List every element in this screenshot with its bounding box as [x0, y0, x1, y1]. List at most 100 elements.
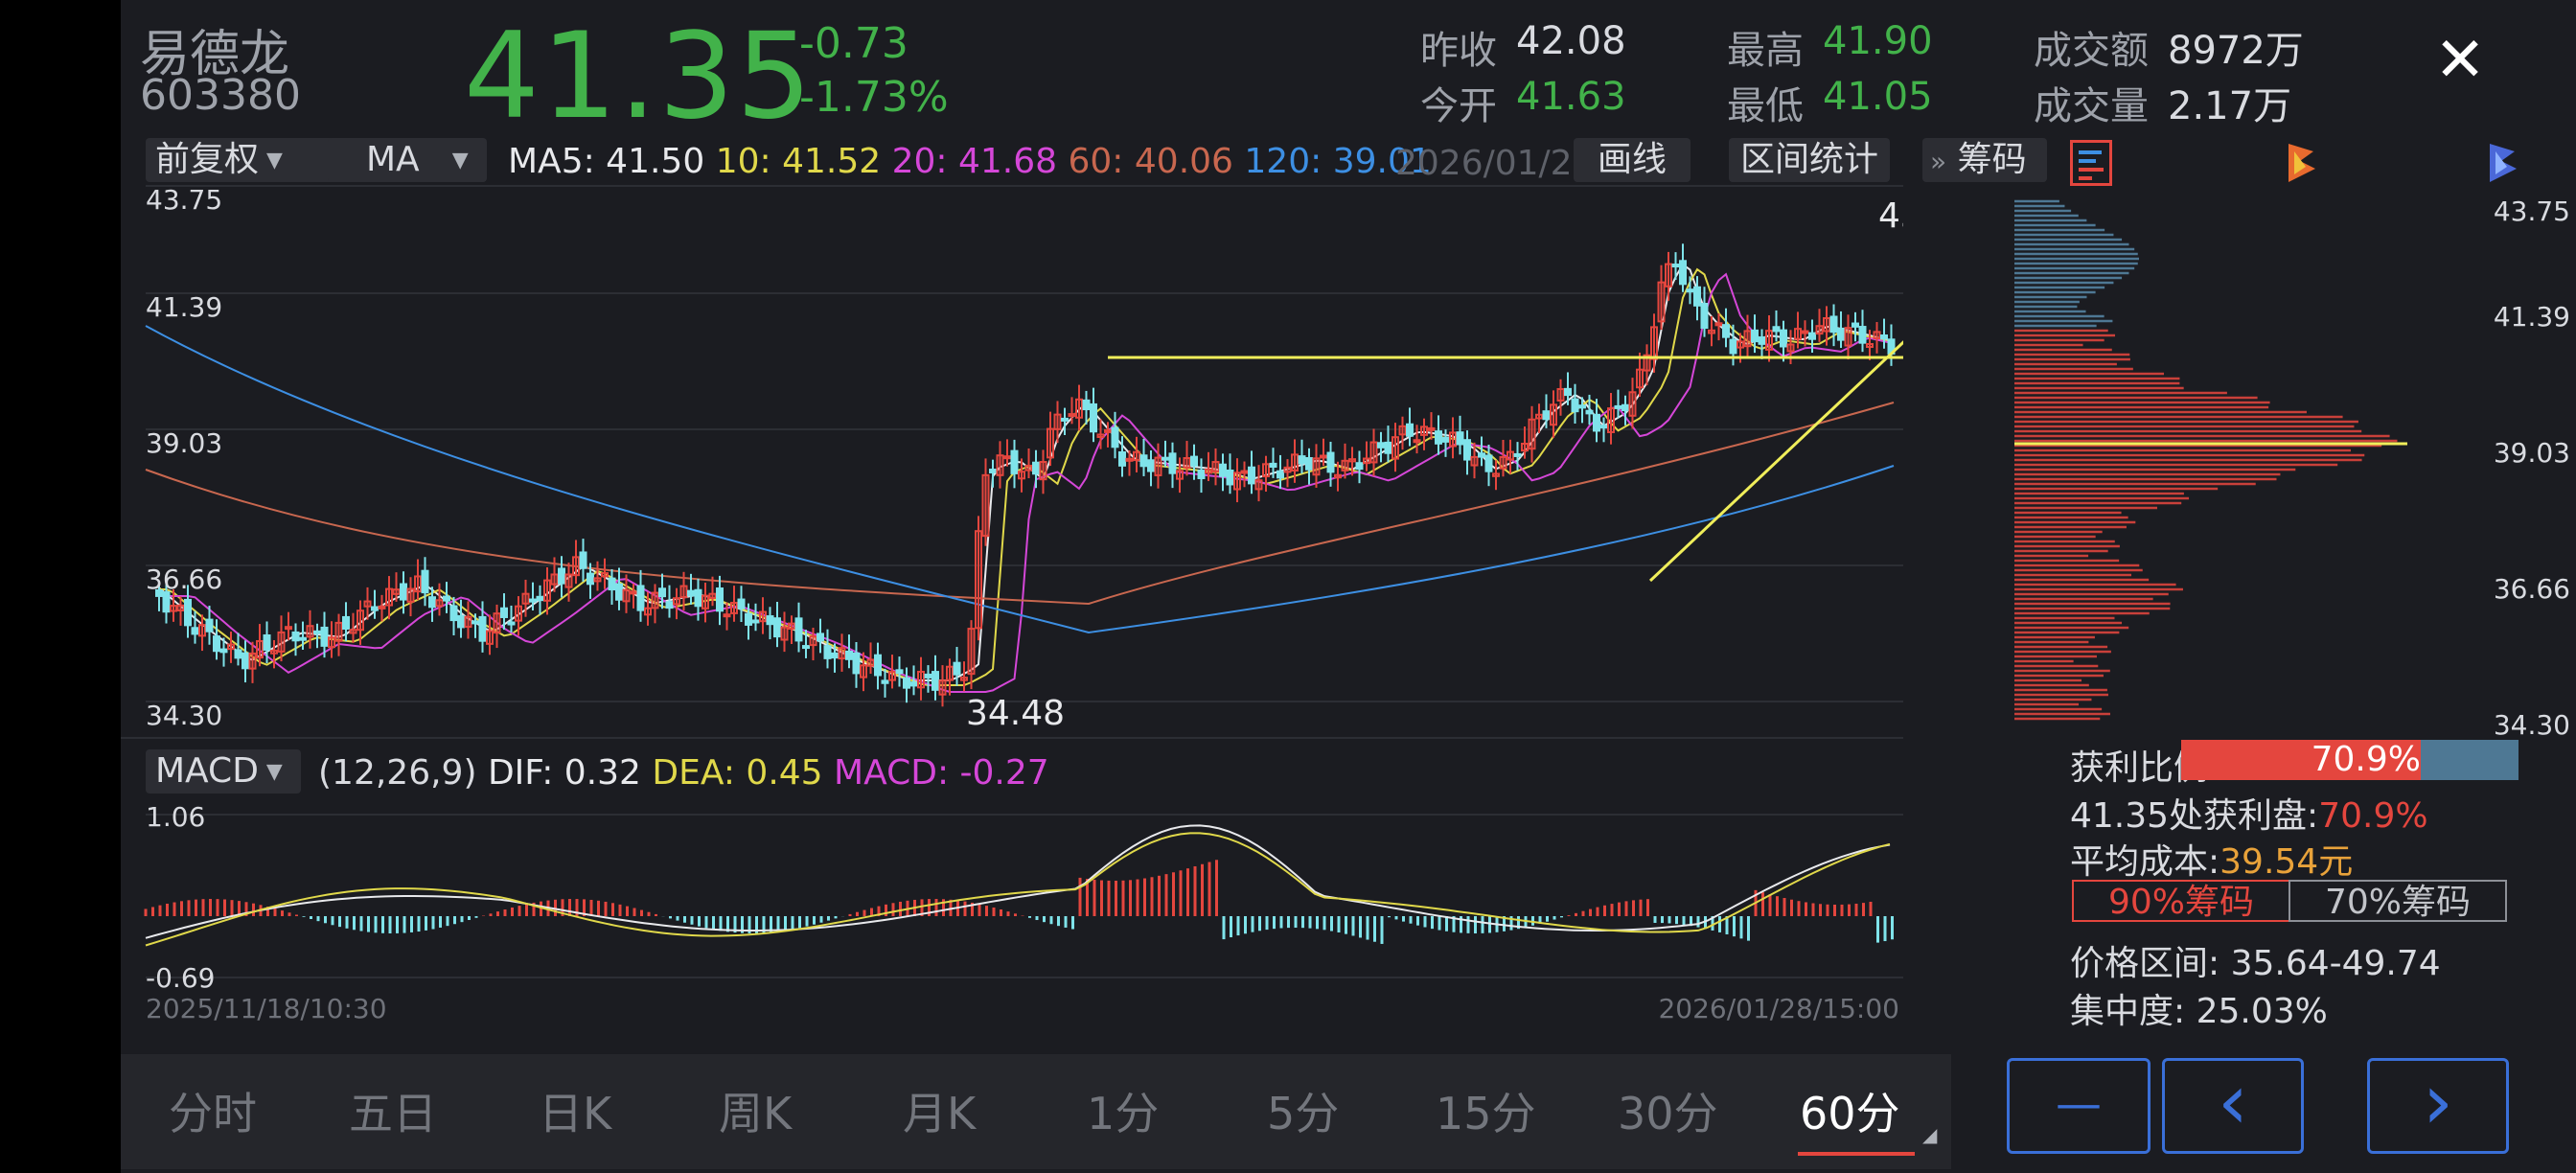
candle-body	[723, 613, 731, 618]
trend-lines	[1108, 340, 1903, 583]
candle-body	[1492, 472, 1500, 477]
candle	[155, 583, 163, 611]
candle	[586, 563, 594, 599]
candle-body	[679, 585, 688, 599]
candle	[866, 642, 875, 675]
next-button[interactable]: ›	[2367, 1058, 2509, 1154]
tab-30min[interactable]: 30分	[1618, 1088, 1718, 1139]
chip-red-shape-icon[interactable]	[2281, 140, 2323, 186]
candle	[1614, 389, 1622, 419]
candle-body	[780, 626, 789, 641]
candle-body	[515, 605, 522, 622]
candle	[601, 558, 609, 589]
candle-body	[507, 621, 516, 626]
tab-daily[interactable]: 日K	[539, 1088, 612, 1139]
candle-body	[860, 664, 867, 678]
candle	[428, 586, 436, 622]
candle	[1168, 442, 1177, 489]
dropdown-triangle-icon: ▼	[265, 760, 283, 784]
tab-weekly[interactable]: 周K	[719, 1088, 793, 1139]
chip-y-tick: 39.03	[2494, 437, 2570, 469]
candle	[1700, 287, 1709, 337]
candle-body	[716, 587, 724, 612]
candle-body	[938, 679, 947, 696]
candle-body	[1348, 458, 1356, 463]
candle	[1622, 395, 1629, 426]
chips-tab[interactable]: » 筹码	[1922, 138, 2047, 182]
candle	[1082, 390, 1091, 425]
support-trend-line	[1648, 340, 1903, 583]
candle-body	[1240, 470, 1249, 474]
candle-body	[1786, 343, 1795, 353]
tab-5min[interactable]: 5分	[1267, 1088, 1340, 1139]
candle	[234, 632, 242, 666]
candle	[1808, 319, 1816, 354]
chips-90-button[interactable]: 90%筹码	[2072, 880, 2290, 922]
draw-line-button[interactable]: 画线	[1574, 138, 1690, 182]
candle-body	[1355, 462, 1364, 471]
candle-body	[1269, 462, 1277, 468]
candle	[1254, 465, 1263, 502]
chip-y-tick: 36.66	[2494, 573, 2570, 605]
close-icon[interactable]: ✕	[2434, 25, 2486, 96]
candle-body	[1671, 264, 1680, 268]
range-stats-button[interactable]: 区间统计	[1729, 138, 1890, 182]
candle-body	[1866, 342, 1874, 349]
candle-body	[1369, 441, 1378, 464]
candle-body	[644, 607, 652, 616]
candle-body	[500, 607, 508, 618]
candle	[1484, 444, 1493, 487]
tab-monthly[interactable]: 月K	[903, 1088, 977, 1139]
candle-body	[1743, 330, 1752, 348]
macd-select[interactable]: MACD ▼	[146, 749, 301, 794]
tab-five-day[interactable]: 五日	[349, 1088, 437, 1139]
candles	[155, 243, 1896, 707]
candle	[299, 621, 307, 650]
stock-name: 易德龙	[140, 26, 290, 83]
candle	[1075, 384, 1083, 431]
kline-chart[interactable]: 43.75 41.39 39.03 36.66 34.30 43.57 34.4…	[121, 182, 1903, 1025]
candle	[1722, 308, 1730, 348]
chip-distribution-chart: 43.75 41.39 39.03 36.66 34.30	[2014, 196, 2570, 738]
chip-distribution-icon[interactable]	[2070, 140, 2112, 186]
candle-body	[673, 597, 680, 606]
indicator-select[interactable]: MA ▼	[328, 138, 487, 182]
tab-15min[interactable]: 15分	[1436, 1088, 1536, 1139]
candle-body	[1363, 457, 1370, 465]
candle-body	[184, 598, 192, 627]
ma10-value: 10: 41.52	[715, 142, 882, 181]
ma5-value: MA5: 41.50	[508, 142, 705, 181]
candle-body	[449, 605, 458, 622]
candle-body	[543, 579, 551, 602]
candle	[1492, 460, 1500, 491]
tab-60min[interactable]: 60分	[1800, 1088, 1900, 1139]
candle	[1183, 441, 1191, 476]
tab-timeshare[interactable]: 分时	[169, 1088, 257, 1139]
candle-body	[981, 473, 990, 538]
candle-body	[1061, 417, 1069, 422]
candle	[191, 610, 199, 644]
candle-body	[191, 627, 199, 635]
candle	[1837, 310, 1845, 349]
prev-button[interactable]: ‹	[2162, 1058, 2304, 1154]
candle	[838, 633, 846, 672]
candle-body	[967, 628, 976, 676]
chips-70-button[interactable]: 70%筹码	[2288, 880, 2507, 922]
candle	[464, 601, 472, 639]
chip-blue-shape-icon[interactable]	[2482, 140, 2524, 186]
y-tick-label: 39.03	[146, 427, 222, 459]
zoom-out-button[interactable]: —	[2007, 1058, 2150, 1154]
tab-1min[interactable]: 1分	[1087, 1088, 1160, 1139]
candle-body	[1147, 459, 1155, 472]
candle	[1786, 330, 1795, 364]
candle	[1866, 330, 1874, 360]
candle-body	[1564, 387, 1572, 397]
candle-body	[1607, 407, 1615, 433]
candle-body	[1125, 457, 1134, 462]
candle	[932, 655, 939, 701]
candle	[766, 607, 774, 640]
candle-body	[277, 631, 286, 653]
candle	[1657, 264, 1666, 331]
candle-body	[702, 594, 709, 610]
macd-dif: DIF: 0.32	[487, 753, 641, 793]
